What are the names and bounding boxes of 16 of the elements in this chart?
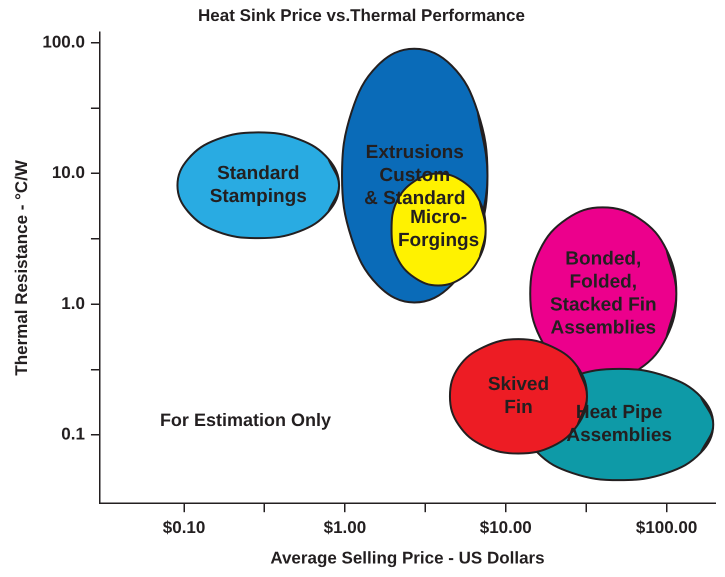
- series-label: Skived Fin: [488, 374, 550, 418]
- x-tick-label: $10.00: [480, 518, 532, 538]
- annotation: For Estimation Only: [160, 410, 331, 430]
- y-tick-label: 0.1: [61, 424, 85, 444]
- y-axis-title: Thermal Resistance - °C/W: [12, 159, 31, 376]
- y-tick-label: 10.0: [52, 163, 85, 182]
- series-label: Standard Stampings: [210, 163, 307, 208]
- series-label: Bonded, Folded, Stacked Fin Assemblies: [550, 248, 657, 339]
- x-tick-label: $0.10: [162, 518, 206, 538]
- y-tick-label: 1.0: [61, 294, 85, 313]
- y-tick-label: 100.0: [42, 32, 85, 52]
- x-tick-label: $1.00: [324, 518, 366, 538]
- chart-title: Heat Sink Price vs.Thermal Performance: [198, 6, 525, 25]
- x-tick-label: $100.00: [636, 518, 698, 538]
- series-label: Micro- Forgings: [398, 207, 480, 252]
- x-axis-title: Average Selling Price - US Dollars: [270, 548, 545, 568]
